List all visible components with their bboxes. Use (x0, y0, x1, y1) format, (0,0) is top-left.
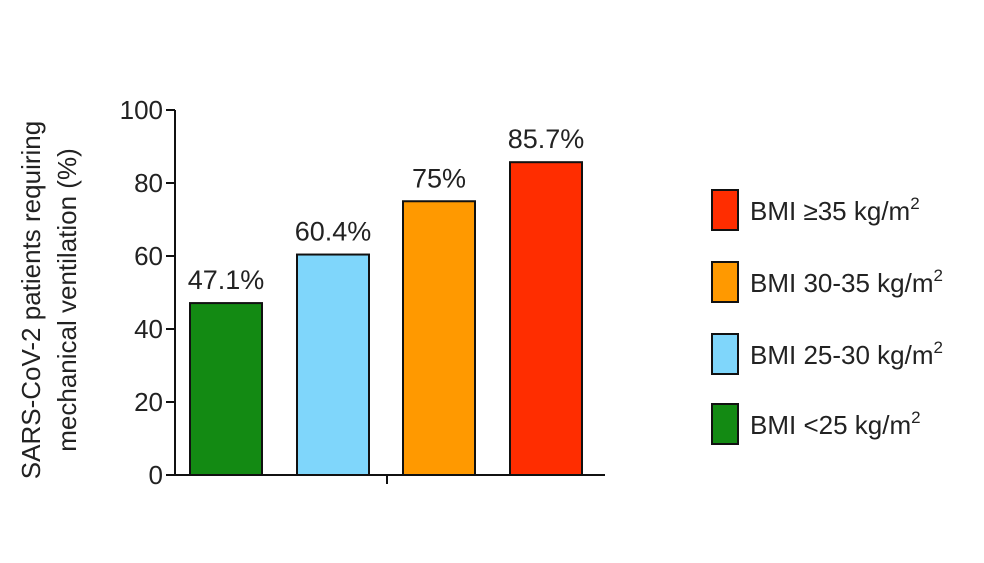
legend-label-superscript: 2 (934, 266, 943, 285)
y-axis-title-line: SARS-CoV-2 patients requiring (16, 121, 46, 479)
legend-swatch (711, 333, 739, 375)
y-tick-label: 40 (134, 314, 163, 344)
legend-label: BMI <25 kg/m2 (750, 408, 921, 440)
y-tick-label: 80 (134, 168, 163, 198)
y-tick-label: 100 (120, 95, 163, 125)
legend-label: BMI ≥35 kg/m2 (750, 194, 920, 226)
y-axis-ticks: 0 20 40 60 80 100 (120, 95, 175, 490)
legend-swatch (711, 189, 739, 231)
legend-label-superscript: 2 (934, 338, 943, 357)
bar-data-label: 60.4% (295, 217, 372, 247)
legend-label-text: BMI 30-35 kg/m (750, 268, 934, 298)
bar (189, 302, 263, 476)
legend-label: BMI 25-30 kg/m2 (750, 338, 943, 370)
bar-data-label: 47.1% (188, 265, 265, 295)
y-axis-title-line: mechanical ventilation (%) (52, 148, 82, 451)
bar (296, 253, 370, 476)
y-tick-label: 20 (134, 387, 163, 417)
data-labels: 47.1% 60.4% 75% 85.7% (188, 124, 585, 295)
legend-label-text: BMI ≥35 kg/m (750, 196, 910, 226)
legend-swatch (711, 403, 739, 445)
y-tick-label: 0 (149, 460, 163, 490)
legend-label: BMI 30-35 kg/m2 (750, 266, 943, 298)
legend-swatch (711, 261, 739, 303)
bar-data-label: 75% (412, 163, 466, 193)
legend-label-superscript: 2 (911, 408, 920, 427)
y-tick-label: 60 (134, 241, 163, 271)
y-axis-title: SARS-CoV-2 patients requiring mechanical … (16, 121, 82, 479)
legend-label-text: BMI <25 kg/m (750, 410, 911, 440)
bar-data-label: 85.7% (508, 124, 585, 154)
bar (509, 161, 583, 476)
bars (189, 161, 583, 476)
bar (402, 200, 476, 476)
legend-label-text: BMI 25-30 kg/m (750, 340, 934, 370)
legend-label-superscript: 2 (910, 194, 919, 213)
